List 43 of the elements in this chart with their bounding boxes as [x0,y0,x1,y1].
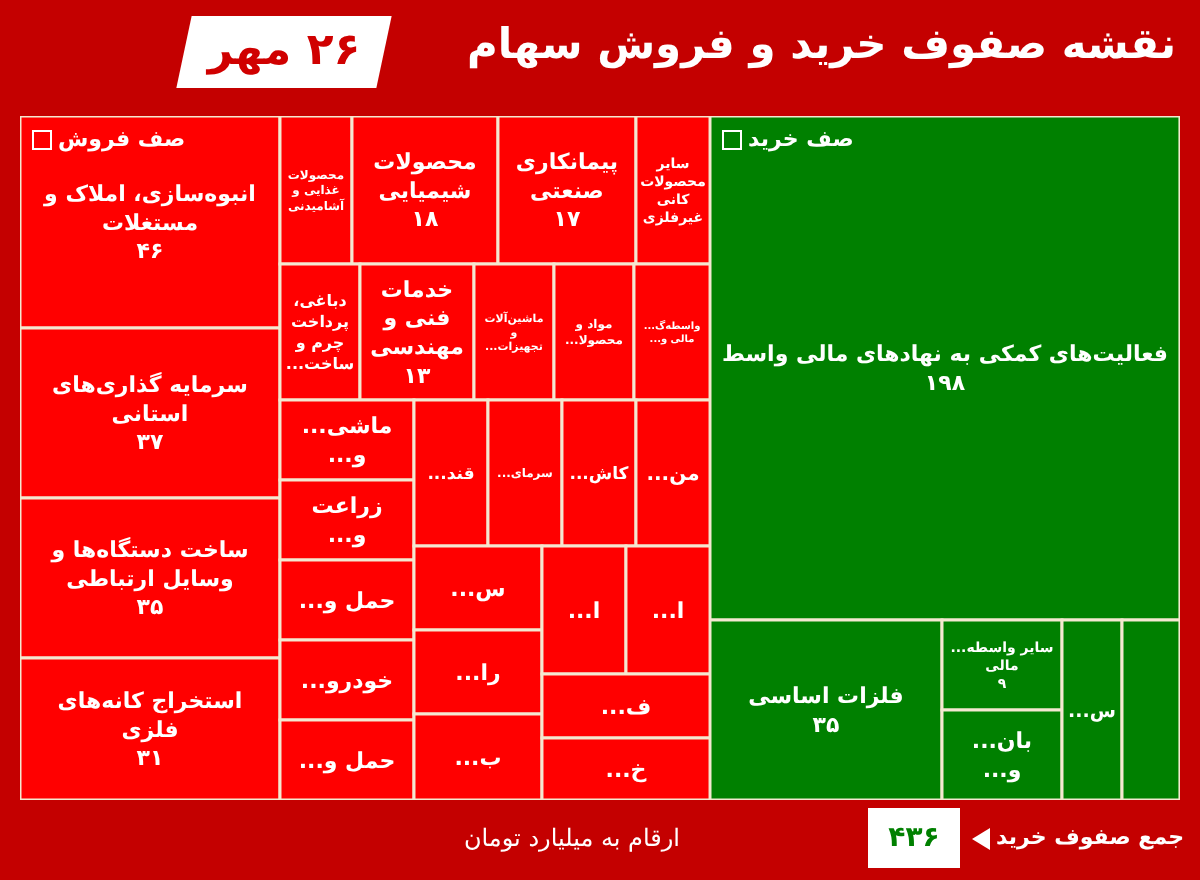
category-label: س... [450,575,506,602]
category-label: خودرو... [300,667,394,694]
category-label: زراعت و... [311,493,383,548]
text: ارقام به میلیارد تومان [461,824,680,852]
data-label: ۱۷ [553,206,581,233]
category-label: کاش... [569,464,629,485]
category-label: ا... [651,597,685,624]
data-label: ۱۹۸ [924,370,966,396]
category-label: ساخت دستگاه‌ها و وسایل ارتباطی [49,537,249,592]
data-label: ۴۶ [136,238,164,265]
category-label: فعالیت‌های کمکی به نهادهای مالی واسط [722,341,1168,368]
category-label: حمل و... [298,587,396,614]
data-label: ۳۱ [136,745,164,772]
category-label: محصولات شیمیایی [373,149,477,204]
text: ۲۶ مهر [204,24,363,80]
data-label: ۳۵ [812,712,841,738]
text: نقشه صفوف خرید و فروش سهام [466,20,1176,68]
text: ۴۳۶ [868,808,960,868]
data-label: ۳۵ [136,594,164,621]
category-label: ا... [567,597,601,624]
category-label: خدمات فنی و مهندسی [370,276,464,360]
category-label: دباغی، پرداخت چرم و ساخت... [285,292,355,373]
category-label: حمل و... [298,747,396,774]
text: صف فروش [58,126,186,152]
category-label: استخراج کانه‌های فلزی [57,688,243,743]
category-label: سرمایه گذاری‌های استانی [52,372,248,427]
text: جمع صفوف خرید [996,824,1184,850]
category-label: پیمانکاری صنعتی [515,149,619,204]
category-label: ف... [600,693,652,720]
category-label: س... [1068,700,1116,723]
category-label: را... [455,659,501,686]
category-label: بان... و... [971,728,1033,783]
category-label: ماشی... و... [301,413,393,468]
data-label: ۱۸ [411,206,439,233]
category-label: خ... [605,756,647,783]
data-label: ۱۳ [403,362,431,389]
category-label: قند... [427,464,475,485]
category-label: انبوه‌سازی، املاک و مستغلات [42,181,256,236]
category-label: ب... [454,744,502,771]
category-label: فلزات اساسی [748,683,904,710]
category-label: من... [646,464,700,486]
data-label: ۳۷ [136,429,164,456]
text: صف خرید [748,126,854,152]
